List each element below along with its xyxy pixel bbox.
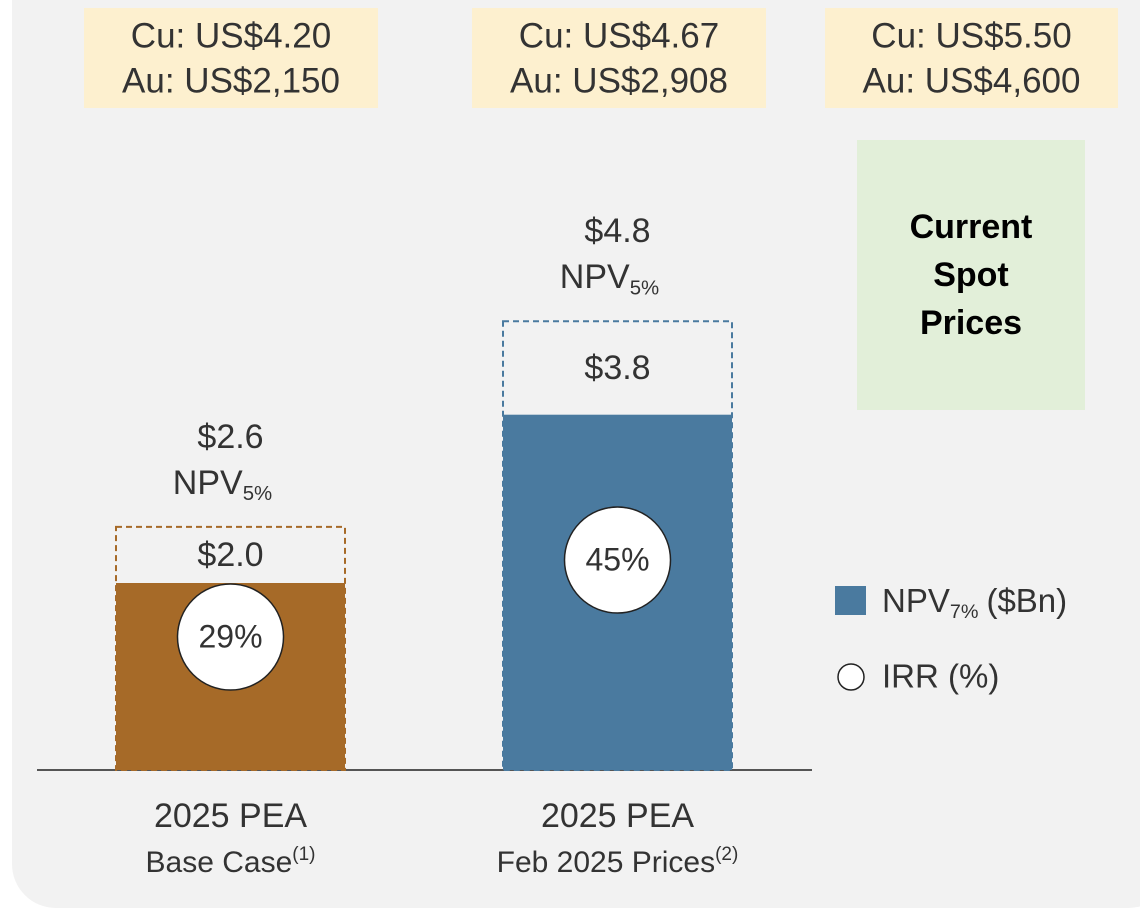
subtitle-main: Feb 2025 Prices — [497, 846, 715, 879]
cu-price: Cu: US$4.67 — [519, 16, 719, 55]
npv5-label: $2.6 — [197, 418, 263, 456]
label-main: NPV — [173, 464, 243, 502]
legend-circle — [837, 663, 865, 691]
subtitle-note: (1) — [292, 844, 315, 865]
legend-npv: NPV7% ($Bn) — [882, 582, 1067, 624]
label-main: NPV — [882, 582, 950, 619]
spot-box-text: Current — [910, 208, 1033, 246]
irr-circle — [563, 506, 672, 614]
subtitle-main: Base Case — [146, 846, 293, 879]
spot-box — [857, 140, 1085, 410]
label-sub: 5% — [243, 483, 272, 505]
irr-label: 45% — [585, 541, 649, 577]
au-price: Au: US$2,908 — [510, 61, 728, 100]
irr-label: 29% — [198, 618, 262, 654]
irr-circle — [176, 583, 285, 691]
category-subtitle: Base Case(1) — [146, 844, 316, 879]
au-price: Au: US$2,150 — [122, 61, 340, 100]
legend-swatch — [835, 586, 866, 615]
price-box — [84, 8, 378, 108]
label-main: NPV — [560, 258, 630, 296]
npv5-name: NPV5% — [173, 464, 272, 506]
label-sub: 7% — [950, 601, 979, 623]
au-price: Au: US$4,600 — [863, 61, 1081, 100]
npv7-label: $3.8 — [584, 349, 650, 387]
spot-box-text: Prices — [920, 304, 1022, 342]
category-subtitle: Feb 2025 Prices(2) — [497, 844, 739, 879]
label-sub: 5% — [630, 278, 659, 300]
category-title: 2025 PEA — [541, 797, 694, 835]
category-title: 2025 PEA — [154, 797, 307, 835]
legend-suffix: ($Bn) — [986, 582, 1067, 619]
npv5-label: $4.8 — [584, 212, 650, 250]
price-box — [825, 8, 1118, 108]
npv7-label: $2.0 — [197, 536, 263, 574]
subtitle-note: (2) — [715, 844, 738, 865]
spot-box-text: Spot — [933, 256, 1009, 294]
legend-irr: IRR (%) — [882, 658, 999, 695]
npv5-name: NPV5% — [560, 258, 659, 300]
price-box — [472, 8, 766, 108]
cu-price: Cu: US$4.20 — [131, 16, 331, 55]
cu-price: Cu: US$5.50 — [871, 16, 1071, 55]
